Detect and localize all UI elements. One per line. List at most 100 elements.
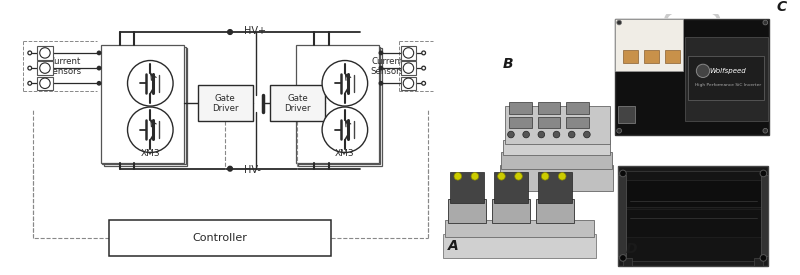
Bar (492, 199, 530, 223)
Text: Wolfspeed: Wolfspeed (710, 68, 746, 74)
Circle shape (228, 166, 232, 171)
Bar (297, 47, 381, 164)
Text: B: B (502, 57, 513, 71)
Text: Gate
Driver: Gate Driver (212, 94, 238, 113)
Bar (626, 180, 761, 207)
Circle shape (379, 82, 382, 85)
Text: Gate
Driver: Gate Driver (284, 94, 310, 113)
Circle shape (127, 107, 173, 153)
Bar (618, 106, 635, 123)
Bar (102, 47, 186, 164)
Bar (442, 234, 596, 258)
Bar (509, 102, 532, 114)
Bar (401, 77, 416, 90)
Circle shape (422, 51, 426, 55)
Text: HV-: HV- (244, 165, 261, 175)
Circle shape (620, 255, 626, 261)
Text: XM3: XM3 (141, 149, 160, 158)
Circle shape (127, 60, 173, 106)
Bar (536, 199, 574, 223)
Bar (688, 56, 765, 100)
Circle shape (403, 63, 414, 73)
Text: A: A (448, 239, 459, 253)
Bar (566, 102, 589, 114)
Circle shape (422, 66, 426, 70)
Bar (298, 48, 382, 166)
Circle shape (28, 66, 32, 70)
Circle shape (403, 78, 414, 89)
Bar (566, 117, 589, 128)
Text: Current
Sensors: Current Sensors (370, 56, 405, 76)
Circle shape (322, 60, 368, 106)
Circle shape (40, 48, 50, 58)
Bar (538, 117, 560, 128)
Circle shape (471, 172, 478, 180)
Circle shape (379, 66, 382, 70)
Bar (270, 85, 325, 121)
Bar (104, 48, 187, 166)
Circle shape (379, 51, 382, 55)
Bar (445, 220, 594, 237)
Bar (499, 165, 614, 191)
Bar (618, 175, 626, 256)
Circle shape (228, 30, 232, 34)
Bar (295, 45, 379, 163)
Circle shape (40, 78, 50, 89)
Circle shape (322, 107, 368, 153)
Circle shape (583, 131, 590, 138)
Circle shape (523, 131, 530, 138)
Circle shape (558, 172, 566, 180)
Bar (109, 220, 330, 256)
Bar (506, 106, 610, 144)
Circle shape (498, 172, 506, 180)
Text: C: C (777, 0, 787, 14)
Circle shape (98, 51, 101, 55)
Bar (626, 208, 761, 237)
Bar (498, 76, 619, 191)
Bar (494, 172, 528, 203)
Bar (754, 258, 763, 265)
Circle shape (763, 128, 768, 133)
Bar (401, 61, 416, 75)
Circle shape (553, 131, 560, 138)
Bar (615, 19, 769, 134)
Bar (38, 46, 53, 60)
Circle shape (760, 170, 766, 177)
Text: HV+: HV+ (244, 26, 266, 36)
Circle shape (403, 48, 414, 58)
Text: Controller: Controller (192, 233, 247, 243)
Bar (503, 140, 610, 155)
Bar (538, 172, 572, 203)
Bar (448, 199, 486, 223)
Bar (623, 50, 638, 63)
Circle shape (514, 172, 522, 180)
Circle shape (760, 255, 766, 261)
Bar (623, 258, 633, 265)
Bar (441, 156, 602, 261)
Circle shape (620, 170, 626, 177)
Bar (623, 170, 763, 261)
Text: XM3: XM3 (335, 149, 354, 158)
Circle shape (28, 81, 32, 85)
Circle shape (422, 81, 426, 85)
Circle shape (28, 51, 32, 55)
Circle shape (454, 172, 462, 180)
Bar (101, 45, 185, 163)
Circle shape (538, 131, 545, 138)
Circle shape (98, 82, 101, 85)
Bar (685, 37, 767, 121)
Text: High Performance SiC Inverter: High Performance SiC Inverter (694, 83, 761, 87)
Circle shape (98, 66, 101, 70)
Bar (38, 77, 53, 90)
Bar (538, 102, 560, 114)
Bar (502, 152, 611, 169)
Bar (401, 46, 416, 60)
Bar (38, 61, 53, 75)
Circle shape (617, 128, 622, 133)
Circle shape (508, 131, 514, 138)
Bar (450, 172, 484, 203)
Circle shape (568, 131, 575, 138)
Text: Current
Sensors: Current Sensors (48, 56, 82, 76)
Bar (198, 85, 253, 121)
Bar (761, 175, 768, 256)
